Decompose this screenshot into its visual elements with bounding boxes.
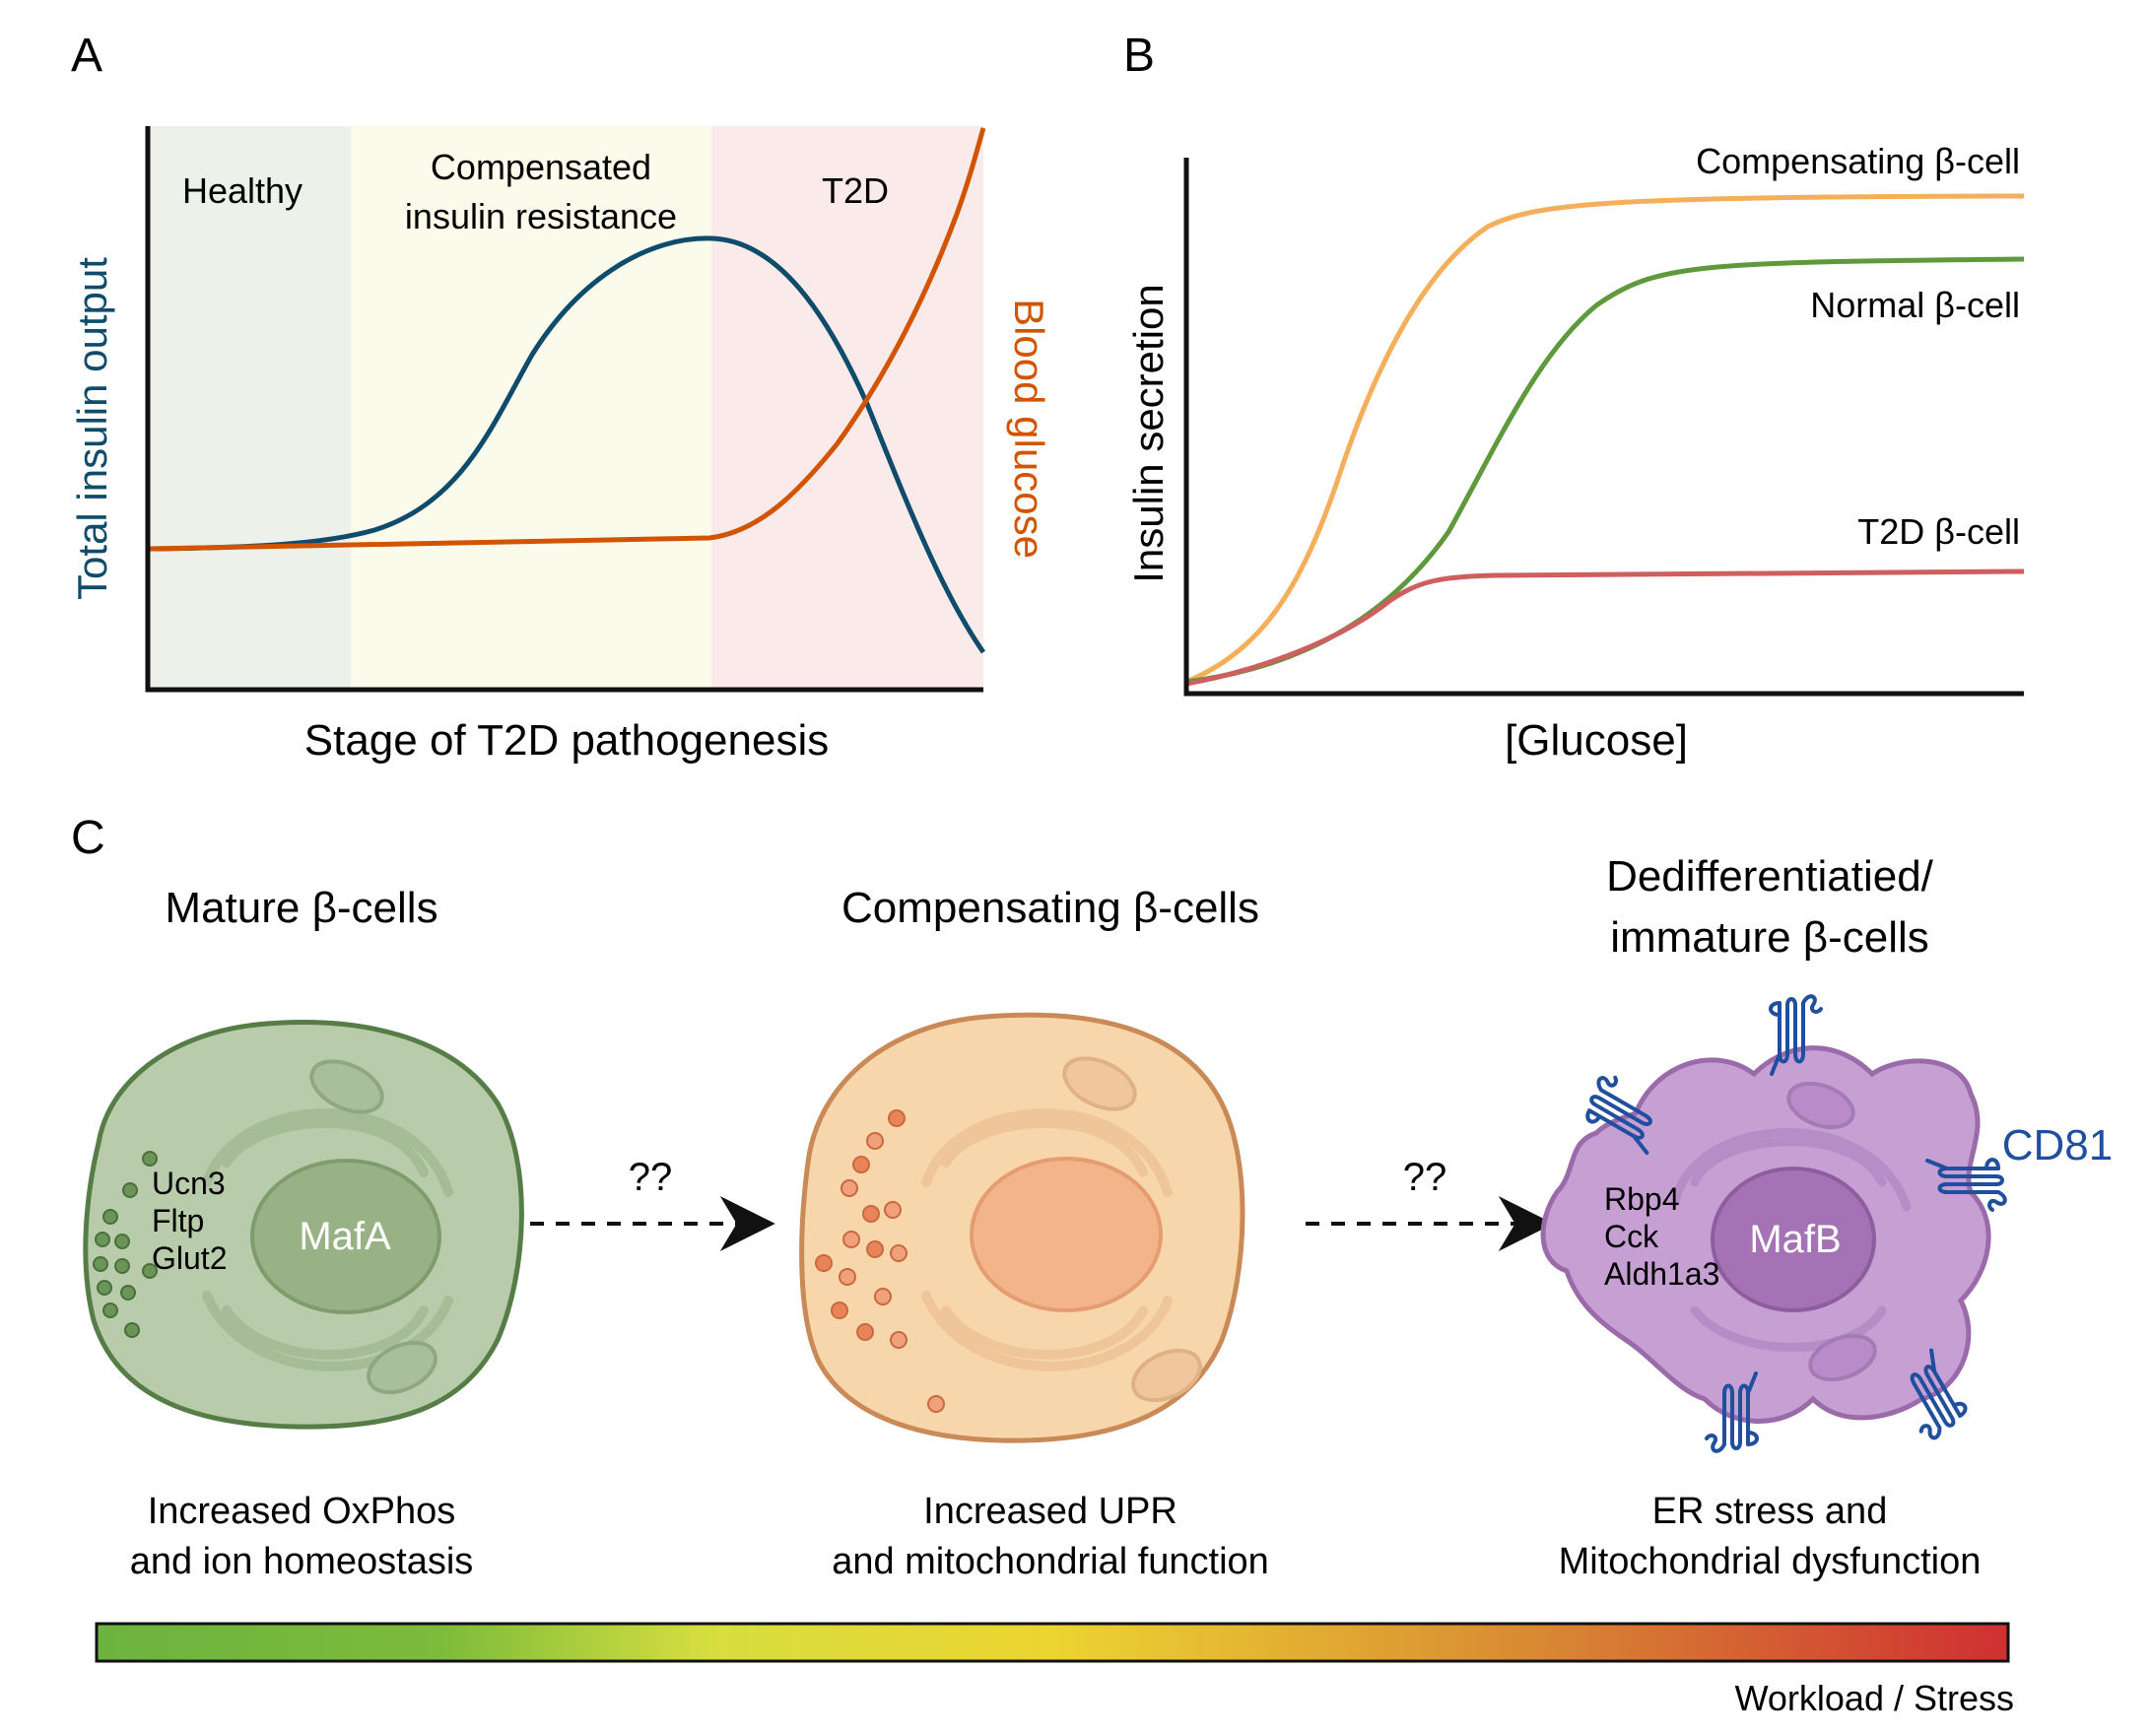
blood-glucose-curve xyxy=(149,127,986,552)
mafb-nucleus-label: MafB xyxy=(1749,1218,1841,1261)
dediff-cell-mitochondria xyxy=(1786,1081,1877,1382)
panel-a-y-axis-right-label: Blood glucose xyxy=(1006,299,1052,559)
mafa-nucleus xyxy=(250,1159,441,1314)
transition-arrow-1-label: ?? xyxy=(629,1156,673,1199)
compensating-description-1: Increased UPR xyxy=(923,1491,1177,1532)
compensating-cell-er xyxy=(921,1108,1173,1371)
compensating-description-2: and mitochondrial function xyxy=(832,1541,1269,1582)
workload-stress-gradient-bar xyxy=(95,1622,2010,1663)
panel-b-label: B xyxy=(1123,30,1155,82)
panel-b-x-axis-label: [Glucose] xyxy=(1505,716,1688,765)
panel-b-y-axis-label: Insulin secretion xyxy=(1125,284,1172,583)
stage-t2d-region xyxy=(711,126,983,690)
mature-cell-er xyxy=(202,1108,453,1371)
mature-description-2: and ion homeostasis xyxy=(130,1541,474,1582)
dediff-description-1: ER stress and xyxy=(1652,1491,1888,1532)
compensating-cells-title: Compensating β-cells xyxy=(841,884,1259,932)
compensating-beta-cell xyxy=(799,1012,1245,1443)
insulin-output-curve xyxy=(149,235,986,654)
mature-description-1: Increased OxPhos xyxy=(148,1491,456,1532)
mature-marker-3: Glut2 xyxy=(152,1240,227,1276)
legend-t2d-beta-cell: T2D β-cell xyxy=(1857,511,2020,552)
stage-compensated-region xyxy=(351,126,711,690)
dediff-marker-3: Aldh1a3 xyxy=(1604,1256,1719,1292)
mature-cells-title: Mature β-cells xyxy=(165,884,437,932)
panel-a-axes xyxy=(145,126,983,693)
cd81-label: CD81 xyxy=(2002,1121,2114,1169)
stage-healthy-region xyxy=(148,126,351,690)
mature-beta-cell: MafA Ucn3 Fltp Glut2 xyxy=(83,1020,524,1430)
stage-t2d-label: T2D xyxy=(822,170,889,211)
workload-stress-label: Workload / Stress xyxy=(1735,1678,2014,1718)
mafa-nucleus-label: MafA xyxy=(299,1215,391,1258)
dediff-marker-1: Rbp4 xyxy=(1604,1181,1680,1217)
mature-marker-1: Ucn3 xyxy=(152,1166,226,1201)
mafb-nucleus xyxy=(1711,1167,1876,1312)
compensating-cell-granules xyxy=(815,1109,945,1413)
compensating-cell-mitochondria xyxy=(1062,1056,1202,1403)
dediff-cells-title-1: Dedifferentiatied/ xyxy=(1606,852,1934,901)
dediff-description-2: Mitochondrial dysfunction xyxy=(1559,1541,1982,1582)
mature-cell-granules xyxy=(93,1151,158,1338)
panel-c-label: C xyxy=(71,812,105,864)
dediff-cell-er xyxy=(1670,1127,1912,1352)
mature-cell-mitochondria xyxy=(309,1059,437,1395)
panel-a-x-axis-label: Stage of T2D pathogenesis xyxy=(304,716,829,765)
legend-compensating-beta-cell: Compensating β-cell xyxy=(1696,141,2020,181)
panel-b-axes xyxy=(1183,158,2024,697)
stage-healthy-label: Healthy xyxy=(182,170,303,211)
t2d-beta-cell-curve xyxy=(1185,568,2025,687)
compensating-beta-cell-curve xyxy=(1185,193,2025,685)
panel-a-chart: Healthy Compensated insulin resistance T… xyxy=(69,126,1052,765)
mature-marker-2: Fltp xyxy=(152,1203,204,1238)
transition-arrow-2-label: ?? xyxy=(1403,1156,1447,1199)
panel-b-chart: Compensating β-cell Normal β-cell T2D β-… xyxy=(1125,141,2025,765)
stage-compensated-label-2: insulin resistance xyxy=(405,196,677,236)
dediff-marker-2: Cck xyxy=(1604,1219,1659,1254)
dedifferentiated-beta-cell: MafB Rbp4 Cck Aldh1a3 CD81 xyxy=(1540,994,2114,1453)
panel-a-y-axis-left-label: Total insulin output xyxy=(69,257,115,600)
dediff-cells-title-2: immature β-cells xyxy=(1610,913,1929,962)
panel-a-label: A xyxy=(71,30,102,82)
compensating-nucleus xyxy=(970,1157,1163,1312)
legend-normal-beta-cell: Normal β-cell xyxy=(1810,285,2020,325)
stage-compensated-label-1: Compensated xyxy=(431,147,651,187)
